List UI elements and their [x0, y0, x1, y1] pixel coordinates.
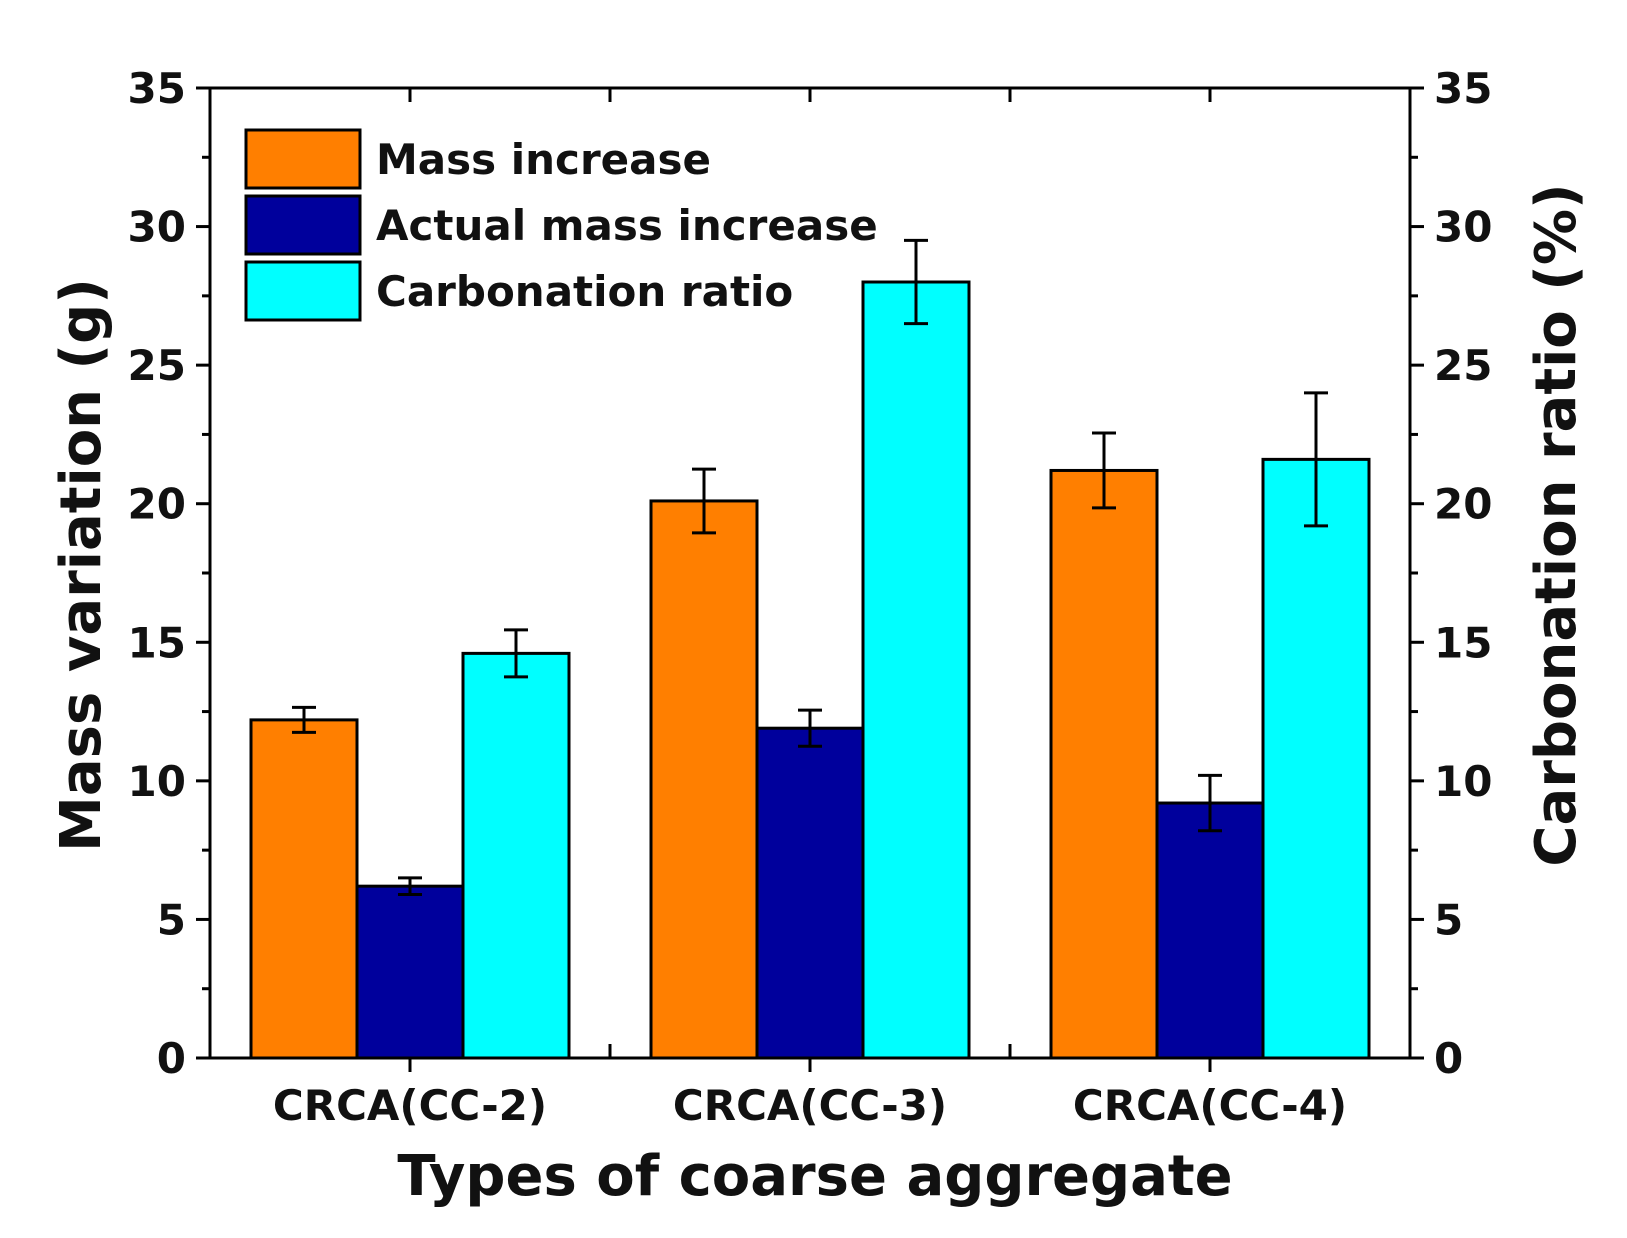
- x-axis-title: Types of coarse aggregate: [397, 1144, 1232, 1209]
- bar-2-2: [755, 726, 865, 1060]
- bar-3-2: [861, 280, 971, 1060]
- bar-2-1: [355, 884, 465, 1060]
- bar-2-3: [1155, 801, 1265, 1060]
- bar-3-3: [1261, 457, 1371, 1060]
- legend-swatch-2: [244, 194, 362, 256]
- y-tick-label-4: 20: [128, 480, 186, 529]
- x-tick-label-2: CRCA(CC-3): [673, 1081, 947, 1130]
- x-tick-label-1: CRCA(CC-2): [273, 1081, 547, 1130]
- y-tick-label-7: 35: [128, 64, 186, 113]
- y-axis-title: Mass variation (g): [49, 278, 114, 852]
- y2-tick-label-6: 30: [1434, 203, 1492, 252]
- y2-tick-label-2: 10: [1434, 757, 1492, 806]
- bar-1-3: [1049, 468, 1159, 1060]
- y-tick-label-6: 30: [128, 203, 186, 252]
- y-tick-label-3: 15: [128, 618, 186, 667]
- legend-swatch-1: [244, 128, 362, 190]
- y2-tick-label-3: 15: [1434, 618, 1492, 667]
- y2-tick-label-0: 0: [1434, 1034, 1463, 1083]
- y2-axis-title: Carbonation ratio (%): [1524, 183, 1589, 866]
- y2-tick-label-7: 35: [1434, 64, 1492, 113]
- x-tick-label-3: CRCA(CC-4): [1073, 1081, 1347, 1130]
- legend-swatch-3: [244, 260, 362, 322]
- y2-tick-label-4: 20: [1434, 480, 1492, 529]
- y-tick-label-0: 0: [157, 1034, 186, 1083]
- y-tick-label-5: 25: [128, 341, 186, 390]
- bar-1-1: [249, 718, 359, 1060]
- y2-tick-label-1: 5: [1434, 895, 1463, 944]
- plot-frame: [208, 86, 1412, 1060]
- legend-label-3: Carbonation ratio: [376, 267, 793, 316]
- bar-3-1: [461, 651, 571, 1060]
- bar-1-2: [649, 499, 759, 1060]
- y-tick-label-1: 5: [157, 895, 186, 944]
- y-tick-label-2: 10: [128, 757, 186, 806]
- plot-area: CRCA(CC-2) CRCA(CC-3) CRCA(CC-4) 0 5 10 15 20 25…: [128, 64, 1493, 1130]
- y2-tick-label-5: 25: [1434, 341, 1492, 390]
- legend-label-2: Actual mass increase: [376, 201, 878, 250]
- legend-label-1: Mass increase: [376, 135, 711, 184]
